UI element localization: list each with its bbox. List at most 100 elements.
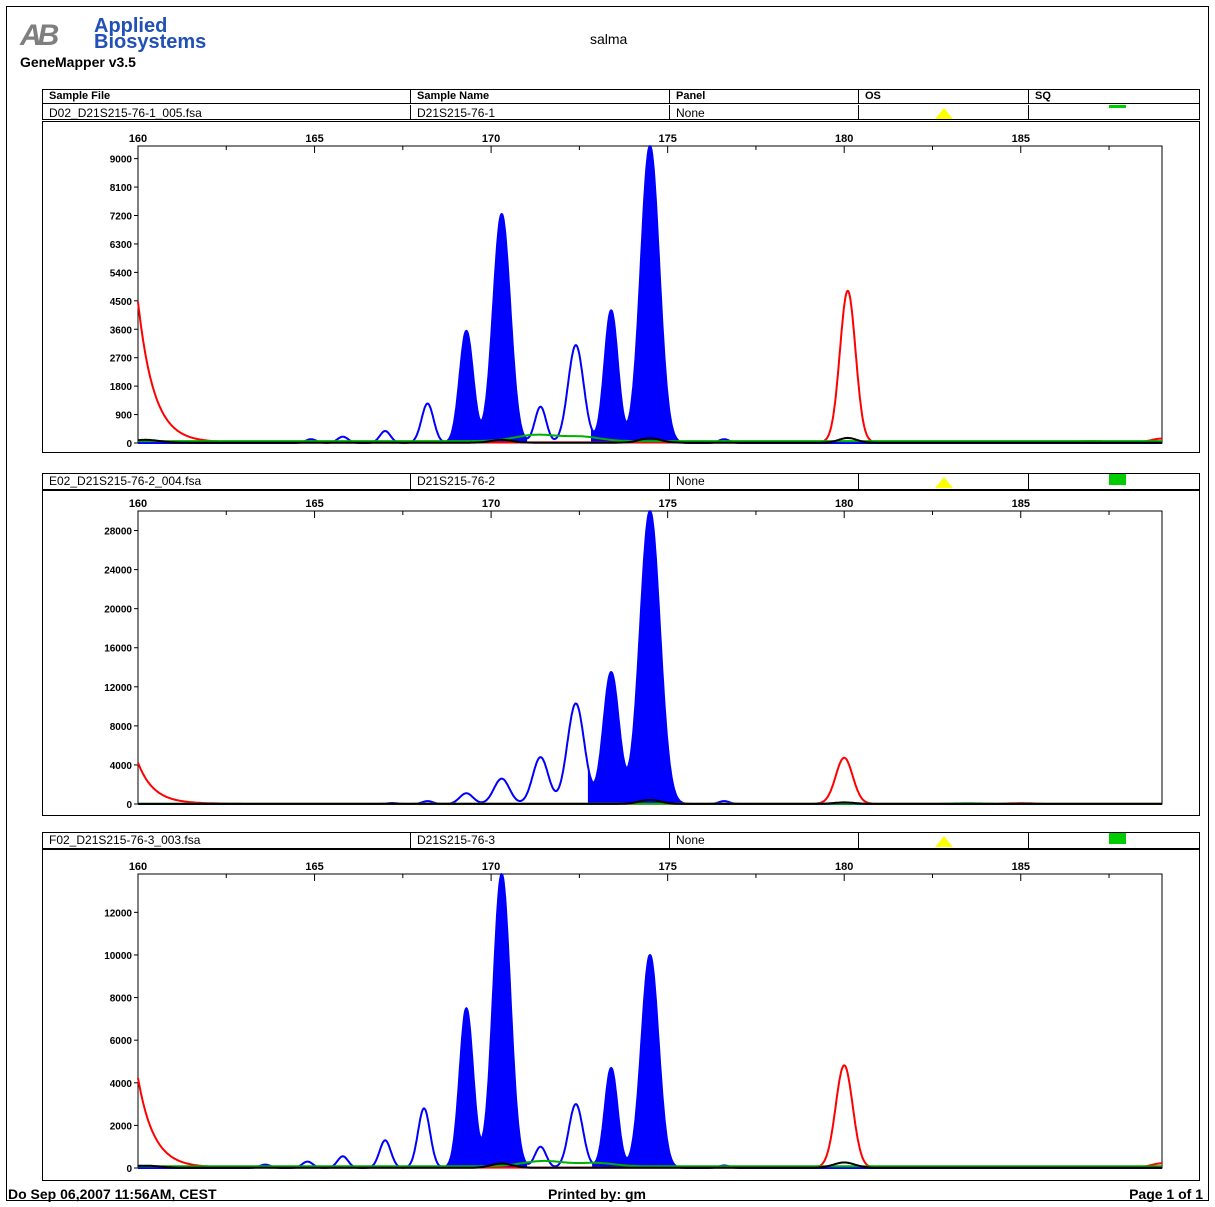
sample-file: F02_D21S215-76-3_003.fsa bbox=[43, 832, 411, 848]
y-tick-label: 4000 bbox=[110, 761, 133, 772]
logo-line1: Applied bbox=[94, 15, 168, 37]
y-tick-label: 0 bbox=[126, 800, 132, 811]
y-tick-label: 8000 bbox=[110, 722, 133, 733]
y-tick-label: 9000 bbox=[110, 155, 133, 166]
electropherogram-plot-1: 160 165 170 175 180 1859000810072006300540045… bbox=[110, 133, 1163, 450]
os-cell bbox=[859, 832, 1029, 848]
x-tick-label: 165 bbox=[305, 861, 323, 873]
sample-file: E02_D21S215-76-2_004.fsa bbox=[43, 473, 411, 489]
trace-black bbox=[137, 436, 1163, 444]
project-name: salma bbox=[590, 31, 628, 47]
y-tick-label: 8100 bbox=[110, 183, 133, 194]
x-tick-label: 175 bbox=[658, 498, 676, 510]
called-peak-fill bbox=[620, 511, 680, 804]
x-tick-label: 170 bbox=[482, 133, 500, 145]
electropherogram-plot-2: 160 165 170 175 180 185 28000 24000 20000 16000 12… bbox=[104, 498, 1163, 811]
x-tick-label: 180 bbox=[835, 498, 853, 510]
sample-row: D02_D21S215-76-1_005.fsa D21S215-76-1 No… bbox=[43, 105, 1199, 119]
y-tick-label: 12000 bbox=[104, 908, 132, 919]
warning-triangle-icon bbox=[935, 477, 953, 488]
x-tick-label: 185 bbox=[1012, 133, 1030, 145]
electropherogram-panel-3: 160 165 170 175 180 185 12000 10000 8000 6000 4000… bbox=[42, 849, 1200, 1181]
page-number: Page 1 of 1 bbox=[1129, 1186, 1203, 1202]
panel-value: None bbox=[670, 832, 859, 848]
y-tick-label: 3600 bbox=[110, 325, 133, 336]
print-date: Do Sep 06,2007 11:56AM, CEST bbox=[8, 1186, 217, 1202]
y-tick-label: 6000 bbox=[110, 1036, 133, 1047]
y-tick-label: 12000 bbox=[104, 683, 132, 694]
trace-green bbox=[137, 1159, 1163, 1168]
x-tick-label: 180 bbox=[835, 861, 853, 873]
x-tick-label: 165 bbox=[305, 498, 323, 510]
os-cell bbox=[859, 105, 1029, 119]
logo-line2: Biosystems bbox=[94, 31, 207, 53]
y-tick-label: 6300 bbox=[110, 240, 133, 251]
x-tick-label: 160 bbox=[129, 498, 147, 510]
trace-green bbox=[137, 433, 1163, 443]
os-cell bbox=[859, 473, 1029, 489]
trace-black bbox=[137, 1161, 1163, 1169]
electropherogram-plot-3: 160 165 170 175 180 185 12000 10000 8000 6000 4000… bbox=[104, 861, 1163, 1175]
sample-name: D21S215-76-1 bbox=[411, 105, 670, 119]
col-os: OS bbox=[859, 90, 1029, 103]
applied-biosystems-logo: A​B Applied Biosystems bbox=[20, 15, 240, 57]
electropherogram-panel-1: 160 165 170 175 180 185 9000 8100 7200 6300 5400 45… bbox=[42, 121, 1200, 453]
y-tick-label: 2000 bbox=[110, 1121, 133, 1132]
pass-square-icon bbox=[1109, 105, 1126, 108]
sample-row: F02_D21S215-76-3_003.fsa D21S215-76-3 No… bbox=[43, 832, 1199, 848]
col-sample-name: Sample Name bbox=[411, 90, 670, 103]
y-tick-label: 900 bbox=[115, 411, 132, 422]
y-tick-label: 10000 bbox=[104, 951, 132, 962]
y-tick-label: 8000 bbox=[110, 994, 133, 1005]
app-name: GeneMapper v3.5 bbox=[20, 54, 136, 70]
page-frame bbox=[6, 6, 1209, 1201]
y-tick-label: 0 bbox=[126, 1164, 132, 1175]
sq-cell bbox=[1029, 473, 1199, 489]
sample-header-3: F02_D21S215-76-3_003.fsa D21S215-76-3 No… bbox=[42, 832, 1200, 849]
x-tick-label: 160 bbox=[129, 861, 147, 873]
sample-header-1: Sample File Sample Name Panel OS SQ D02_… bbox=[42, 89, 1200, 120]
sample-name: D21S215-76-2 bbox=[411, 473, 670, 489]
x-tick-label: 185 bbox=[1012, 498, 1030, 510]
sq-cell bbox=[1029, 832, 1199, 848]
sample-name: D21S215-76-3 bbox=[411, 832, 670, 848]
ab-logo-mark: A​B bbox=[20, 19, 59, 52]
x-tick-label: 185 bbox=[1012, 861, 1030, 873]
called-peak-fill bbox=[622, 146, 678, 443]
warning-triangle-icon bbox=[935, 108, 953, 119]
sq-cell bbox=[1029, 105, 1199, 119]
y-tick-label: 5400 bbox=[110, 268, 133, 279]
x-tick-label: 175 bbox=[658, 861, 676, 873]
warning-triangle-icon bbox=[935, 836, 953, 847]
pass-square-icon bbox=[1109, 833, 1126, 844]
x-tick-label: 180 bbox=[835, 133, 853, 145]
y-tick-label: 4000 bbox=[110, 1079, 133, 1090]
x-tick-label: 160 bbox=[129, 133, 147, 145]
panel-value: None bbox=[670, 473, 859, 489]
trace-black bbox=[137, 799, 1163, 805]
x-tick-label: 165 bbox=[305, 133, 323, 145]
sample-header-2: E02_D21S215-76-2_004.fsa D21S215-76-2 No… bbox=[42, 473, 1200, 490]
y-tick-label: 1800 bbox=[110, 382, 133, 393]
sample-file: D02_D21S215-76-1_005.fsa bbox=[43, 105, 411, 119]
called-peak-fill bbox=[624, 955, 676, 1168]
y-tick-label: 4500 bbox=[110, 297, 133, 308]
electropherogram-panel-2: 160 165 170 175 180 185 28000 24000 20000 16000 12… bbox=[42, 490, 1200, 816]
y-tick-label: 7200 bbox=[110, 212, 133, 223]
called-peak-fill bbox=[476, 213, 528, 443]
col-sq: SQ bbox=[1035, 90, 1051, 102]
y-tick-label: 28000 bbox=[104, 527, 132, 538]
sample-row: E02_D21S215-76-2_004.fsa D21S215-76-2 No… bbox=[43, 473, 1199, 489]
x-tick-label: 170 bbox=[482, 861, 500, 873]
called-peak-fill bbox=[476, 874, 528, 1168]
x-tick-label: 170 bbox=[482, 498, 500, 510]
called-peak-fill bbox=[592, 1067, 631, 1168]
y-tick-label: 20000 bbox=[104, 605, 132, 616]
col-sample-file: Sample File bbox=[43, 90, 411, 103]
y-tick-label: 24000 bbox=[104, 566, 132, 577]
x-tick-label: 175 bbox=[658, 133, 676, 145]
y-tick-label: 16000 bbox=[104, 644, 132, 655]
y-tick-label: 0 bbox=[126, 439, 132, 450]
panel-value: None bbox=[670, 105, 859, 119]
printed-by: Printed by: gm bbox=[548, 1186, 647, 1202]
